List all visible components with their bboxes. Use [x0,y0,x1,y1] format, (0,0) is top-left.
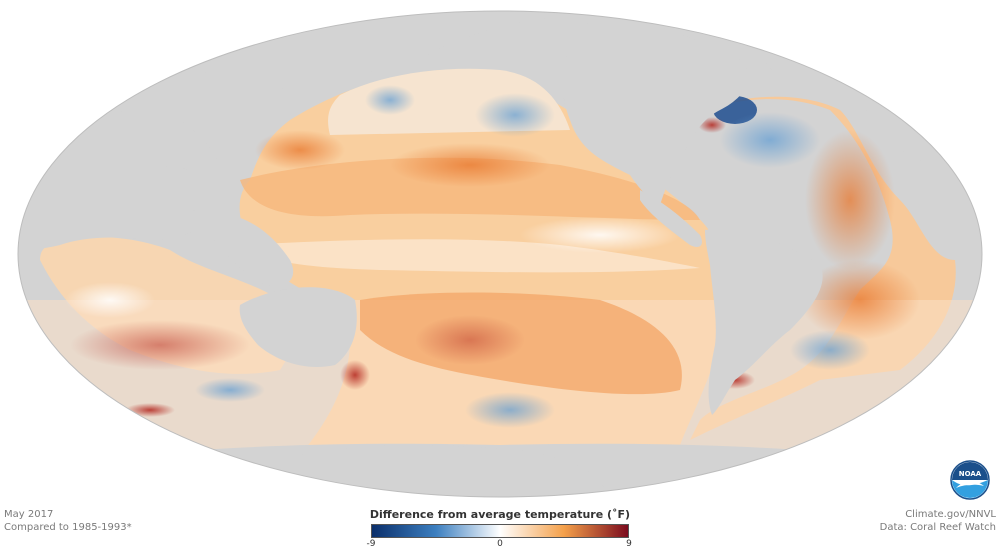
east-atlantic-warm [805,130,895,270]
legend-color-bar [371,524,629,538]
globe-outline [17,10,983,498]
gulf-stream-hot [698,117,726,133]
map-baseline: Compared to 1985-1993* [4,522,132,533]
map-credits: Climate.gov/NNVL Data: Coral Reef Watch [880,508,996,534]
world-sst-anomaly-map [17,10,983,498]
north-pacific-cool-spot [475,93,555,137]
map-caption: May 2017 Compared to 1985-1993* [4,508,132,534]
indian-ocean-cool [65,282,155,318]
equatorial-warm-band [240,157,700,220]
south-pacific-hot [415,315,525,365]
noaa-logo-text: NOAA [959,470,982,478]
maritime-continent [210,214,294,287]
credit-data-source: Data: Coral Reef Watch [879,522,996,533]
noaa-logo: NOAA [950,460,990,500]
map-date: May 2017 [4,509,54,520]
south-asia-landmass [150,166,215,211]
credit-site: Climate.gov/NNVL [905,509,996,520]
eastern-pacific-light [520,217,680,253]
north-atlantic-cool [720,112,820,168]
south-america-landmass [705,229,823,415]
equatorial-light-band [240,239,700,273]
legend-mid-label: 0 [497,539,503,549]
south-atlantic-warm [800,260,920,340]
color-legend: Difference from average temperature (˚F)… [338,508,662,552]
south-atlantic-cool [790,330,870,370]
central-america-landmass [640,190,702,247]
southern-ocean-cool [465,392,555,428]
legend-title: Difference from average temperature (˚F) [369,508,631,521]
ocean-layer [18,11,982,497]
southern-ocean-hot [125,403,175,417]
legend-min-label: -9 [366,539,376,549]
legend-max-label: 9 [626,539,632,549]
southern-ocean-cool-2 [195,378,265,402]
north-america-landmass [562,15,749,205]
antarctica-east [290,445,610,497]
kuroshio-warm-spot [255,130,345,170]
bering-cool-spot [365,85,415,115]
indian-ocean-south-warm [70,320,250,370]
australia-landmass [239,287,357,368]
west-australia-hot [340,360,370,390]
central-north-pacific-warm [390,143,550,187]
